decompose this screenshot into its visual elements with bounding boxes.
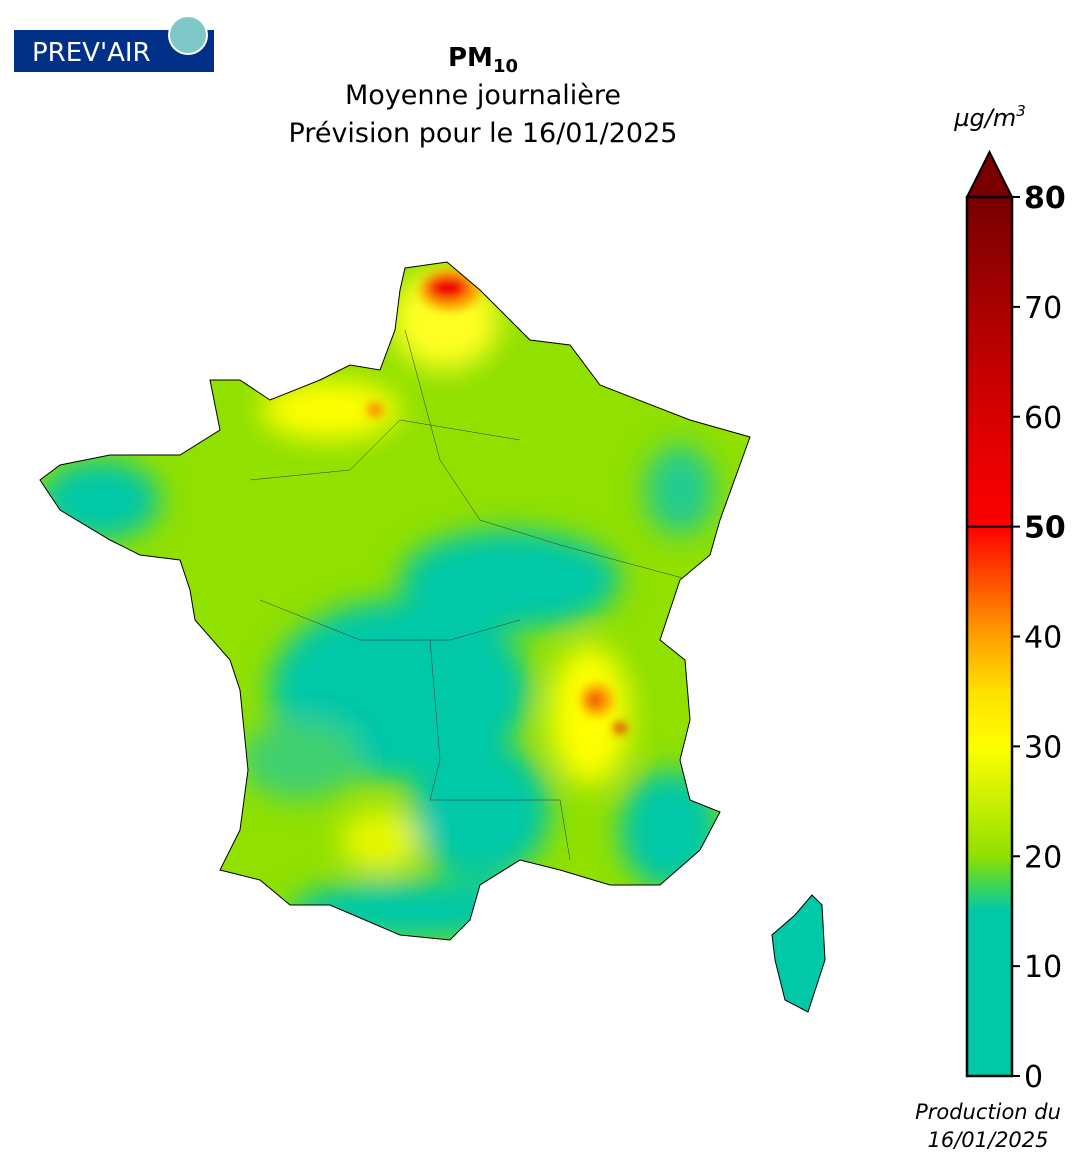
title-pollutant: PM [448, 43, 493, 73]
unit-superscript: 3 [1016, 102, 1026, 120]
footer: Production du [915, 1100, 1061, 1124]
title-subscript: 10 [493, 56, 518, 77]
colorbar-extension [965, 149, 1014, 198]
logo: PREV'AIR [14, 15, 214, 72]
map-france [39, 261, 826, 1013]
tick-label: 20 [1024, 840, 1062, 875]
colorbar: 0 10 20 30 40 50 60 70 80 [965, 149, 1066, 1095]
tick-label: 60 [1024, 401, 1062, 436]
unit: µg/m3 [953, 102, 1026, 132]
title: PM10 [448, 43, 518, 77]
subtitle: Moyenne journalière [345, 80, 621, 111]
tick-label: 80 [1024, 181, 1066, 216]
tick-label: 0 [1024, 1060, 1043, 1095]
tick-label: 70 [1024, 291, 1062, 326]
logo-text: PREV'AIR [32, 38, 151, 68]
subtitle: Prévision pour le 16/01/2025 [289, 118, 678, 149]
footer: 16/01/2025 [927, 1128, 1048, 1152]
colorbar-gradient [965, 195, 1014, 1078]
tick-label: 10 [1024, 950, 1062, 985]
unit-text: µg/m [953, 104, 1016, 132]
tick-label: 50 [1024, 511, 1066, 546]
tick-label: 30 [1024, 730, 1062, 765]
tick-label: 40 [1024, 621, 1062, 656]
